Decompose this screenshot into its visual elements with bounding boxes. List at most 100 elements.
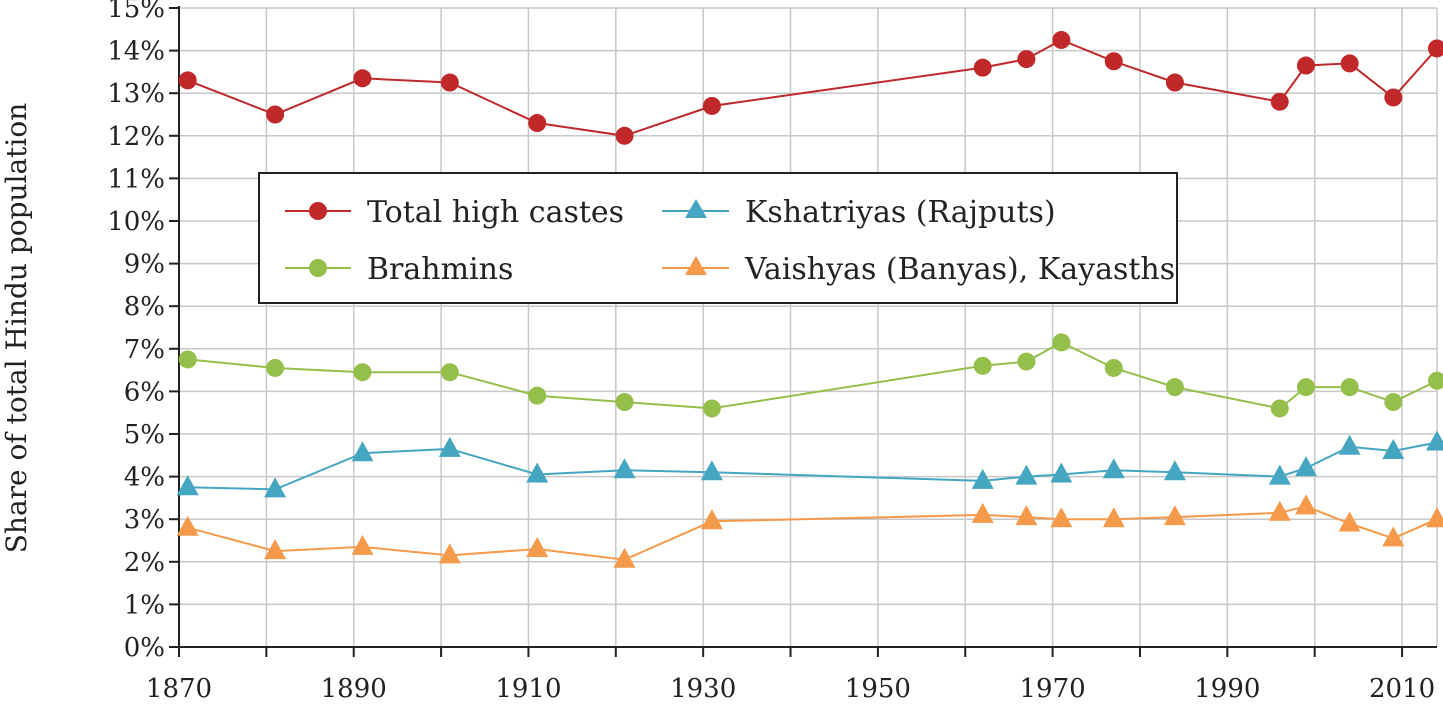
data-point-total-high-castes <box>266 105 285 124</box>
legend-item-vaishyas: Vaishyas (Banyas), Kayasths <box>662 252 1175 287</box>
data-point-vaishyas-banyas-kayasths <box>264 539 287 560</box>
y-tick-label: 15% <box>107 0 165 24</box>
y-tick-label: 5% <box>124 420 165 450</box>
data-point-total-high-castes <box>1384 88 1403 107</box>
x-tick-label: 1970 <box>1020 674 1086 704</box>
series-line-kshatriyas-rajputs <box>187 441 1438 491</box>
data-point-kshatriyas-rajputs <box>438 436 461 457</box>
data-point-brahmins <box>1270 399 1289 418</box>
data-point-total-high-castes <box>702 96 721 115</box>
tick-labels: 0% 1% 2% 3% 4% 5% 6% 7% 8% 9% 10% 11% 12% 13% 14% 15% 18… <box>107 0 1435 704</box>
x-tick-label: 1930 <box>670 674 736 704</box>
series-line-vaishyas-banyas-kayasths <box>187 505 1438 561</box>
data-point-kshatriyas-rajputs <box>526 462 549 483</box>
data-point-kshatriyas-rajputs <box>1295 456 1317 477</box>
y-tick-label: 12% <box>107 122 165 152</box>
y-tick-label: 6% <box>124 377 165 407</box>
data-point-total-high-castes <box>1165 73 1184 92</box>
legend-item-brahmins: Brahmins <box>285 252 513 287</box>
data-point-total-high-castes <box>1428 39 1443 58</box>
x-tick-label: 1910 <box>495 674 561 704</box>
data-point-kshatriyas-rajputs <box>1382 439 1405 459</box>
data-point-brahmins <box>973 356 992 375</box>
data-point-brahmins <box>1017 352 1036 371</box>
legend: Total high castes Kshatriyas (Rajputs) B… <box>258 172 1178 304</box>
x-tick-label: 1890 <box>321 674 387 704</box>
data-point-kshatriyas-rajputs <box>613 458 636 479</box>
data-point-brahmins <box>353 363 372 382</box>
data-point-brahmins <box>178 350 197 369</box>
data-point-brahmins <box>1384 393 1403 412</box>
data-point-total-high-castes <box>353 69 372 88</box>
legend-label-kshatriyas: Kshatriyas (Rajputs) <box>745 195 1056 230</box>
series-line-brahmins <box>187 341 1438 410</box>
y-axis-label: Share of total Hindu population <box>0 103 33 554</box>
data-point-kshatriyas-rajputs <box>1102 458 1125 479</box>
y-tick-label: 13% <box>107 79 165 109</box>
data-point-vaishyas-banyas-kayasths <box>1382 526 1405 547</box>
data-point-vaishyas-banyas-kayasths <box>971 502 994 523</box>
y-tick-label: 3% <box>124 505 165 535</box>
data-point-total-high-castes <box>1270 92 1289 111</box>
data-point-vaishyas-banyas-kayasths <box>1163 505 1186 526</box>
series-total-high-castes <box>178 30 1443 145</box>
data-point-vaishyas-banyas-kayasths <box>438 543 461 564</box>
data-point-brahmins <box>1340 378 1359 397</box>
data-point-kshatriyas-rajputs <box>351 441 374 462</box>
data-point-brahmins <box>615 393 634 412</box>
data-point-vaishyas-banyas-kayasths <box>1050 507 1073 528</box>
data-point-total-high-castes <box>1340 54 1359 73</box>
data-point-vaishyas-banyas-kayasths <box>1295 494 1317 515</box>
data-point-brahmins <box>1165 378 1184 397</box>
y-tick-label: 14% <box>107 37 165 67</box>
data-point-vaishyas-banyas-kayasths <box>1426 507 1443 528</box>
data-point-brahmins <box>1296 378 1315 397</box>
y-tick-label: 8% <box>124 292 165 322</box>
data-point-kshatriyas-rajputs <box>1338 434 1361 455</box>
legend-label-total-high-castes: Total high castes <box>367 195 624 230</box>
data-point-total-high-castes <box>1017 50 1036 69</box>
legend-marker-vaishyas <box>685 256 707 275</box>
data-point-total-high-castes <box>1104 52 1123 71</box>
axes <box>169 6 1437 657</box>
data-point-total-high-castes <box>1052 30 1071 49</box>
data-point-brahmins <box>702 399 721 418</box>
data-point-vaishyas-banyas-kayasths <box>351 534 374 555</box>
data-point-brahmins <box>528 386 547 405</box>
data-point-kshatriyas-rajputs <box>1268 464 1291 485</box>
x-tick-label: 1870 <box>146 674 212 704</box>
data-point-vaishyas-banyas-kayasths <box>526 537 549 557</box>
data-point-brahmins <box>1052 333 1071 352</box>
data-point-kshatriyas-rajputs <box>176 475 199 496</box>
y-tick-label: 2% <box>124 548 165 578</box>
series-line-total-high-castes <box>187 38 1438 137</box>
data-point-kshatriyas-rajputs <box>1050 462 1073 483</box>
data-point-brahmins <box>1104 358 1123 377</box>
y-tick-label: 4% <box>124 463 165 493</box>
legend-label-vaishyas: Vaishyas (Banyas), Kayasths <box>744 252 1175 287</box>
data-point-total-high-castes <box>615 126 634 145</box>
data-point-total-high-castes <box>440 73 459 92</box>
y-tick-label: 0% <box>124 633 165 663</box>
legend-box <box>258 172 1178 304</box>
data-point-vaishyas-banyas-kayasths <box>1338 511 1361 532</box>
data-point-kshatriyas-rajputs <box>1163 460 1186 481</box>
series-kshatriyas-rajputs <box>176 430 1443 498</box>
legend-marker-total-high-castes <box>309 202 327 220</box>
x-tick-label: 1950 <box>845 674 911 704</box>
y-tick-label: 10% <box>107 207 165 237</box>
data-point-kshatriyas-rajputs <box>700 460 723 481</box>
y-tick-label: 7% <box>124 335 165 365</box>
data-point-vaishyas-banyas-kayasths <box>176 515 199 536</box>
data-point-vaishyas-banyas-kayasths <box>613 547 636 568</box>
series-brahmins <box>178 333 1443 418</box>
data-point-total-high-castes <box>1296 56 1315 75</box>
data-point-kshatriyas-rajputs <box>264 477 287 498</box>
data-point-total-high-castes <box>973 58 992 77</box>
legend-marker-kshatriyas <box>685 199 707 218</box>
data-point-vaishyas-banyas-kayasths <box>1102 507 1125 528</box>
legend-marker-brahmins <box>309 259 327 277</box>
series-layer <box>176 30 1443 568</box>
data-point-vaishyas-banyas-kayasths <box>1268 500 1291 521</box>
